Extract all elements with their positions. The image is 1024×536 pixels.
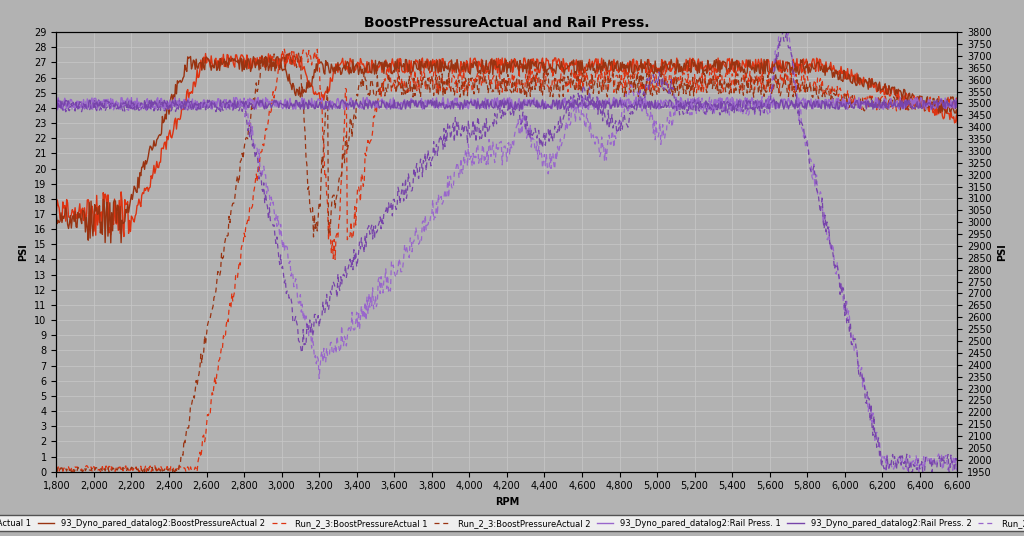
Line: Run_2_3:Rail Press. 2: Run_2_3:Rail Press. 2 [56, 32, 957, 472]
93_Dyno_pared_datalog2:BoostPressureActual 1 [157, 145, 169, 152]
Line: 93_Dyno_pared_datalog2:Rail Press. 2: 93_Dyno_pared_datalog2:Rail Press. 2 [56, 100, 957, 109]
93_Dyno_pared_datalog2:BoostPressureActual 1 [669, 61, 681, 68]
Run_2_3:Rail Press. 1 [667, 116, 679, 123]
Y-axis label: PSI: PSI [18, 243, 29, 261]
93_Dyno_pared_datalog2:Rail Press. 2 [537, 96, 549, 103]
93_Dyno_pared_datalog2:BoostPressureActual 2 [104, 240, 117, 246]
Run_2_3:BoostPressureActual 1 [190, 468, 203, 475]
Run_2_3:BoostPressureActual 1 [795, 83, 807, 89]
Run_2_3:BoostPressureActual 2 [669, 91, 681, 97]
Run_2_3:BoostPressureActual 1 [561, 80, 573, 86]
Run_2_3:BoostPressureActual 2 [281, 49, 293, 56]
93_Dyno_pared_datalog2:Rail Press. 1 [456, 101, 468, 108]
Run_2_3:Rail Press. 1 [912, 468, 925, 474]
93_Dyno_pared_datalog2:BoostPressureActual 2 [184, 53, 197, 59]
Run_2_3:Rail Press. 2 [50, 108, 62, 114]
Run_2_3:BoostPressureActual 2 [172, 468, 184, 475]
93_Dyno_pared_datalog2:BoostPressureActual 1 [456, 61, 468, 67]
X-axis label: RPM: RPM [495, 497, 519, 507]
Run_2_3:BoostPressureActual 1 [157, 466, 169, 473]
Run_2_3:BoostPressureActual 2 [111, 466, 123, 473]
93_Dyno_pared_datalog2:Rail Press. 2 [213, 106, 225, 113]
93_Dyno_pared_datalog2:Rail Press. 1 [111, 99, 123, 106]
Run_2_3:Rail Press. 1 [454, 171, 466, 177]
Run_2_3:BoostPressureActual 2 [50, 468, 62, 474]
Line: Run_2_3:BoostPressureActual 1: Run_2_3:BoostPressureActual 1 [56, 49, 957, 472]
93_Dyno_pared_datalog2:BoostPressureActual 1 [200, 50, 212, 57]
93_Dyno_pared_datalog2:BoostPressureActual 2 [157, 120, 169, 126]
Run_2_3:BoostPressureActual 2 [456, 78, 468, 85]
Line: 93_Dyno_pared_datalog2:BoostPressureActual 2: 93_Dyno_pared_datalog2:BoostPressureActu… [56, 56, 957, 243]
Run_2_3:BoostPressureActual 1 [111, 464, 123, 471]
Run_2_3:Rail Press. 1 [794, 105, 806, 111]
93_Dyno_pared_datalog2:Rail Press. 1 [338, 106, 350, 113]
93_Dyno_pared_datalog2:BoostPressureActual 1 [561, 61, 573, 67]
93_Dyno_pared_datalog2:Rail Press. 1 [157, 101, 169, 108]
Run_2_3:Rail Press. 2 [906, 469, 919, 475]
93_Dyno_pared_datalog2:Rail Press. 2 [50, 101, 62, 107]
93_Dyno_pared_datalog2:Rail Press. 2 [951, 99, 964, 106]
Run_2_3:BoostPressureActual 1 [951, 105, 964, 111]
93_Dyno_pared_datalog2:Rail Press. 1 [951, 96, 964, 103]
93_Dyno_pared_datalog2:Rail Press. 2 [111, 99, 123, 105]
Run_2_3:Rail Press. 2 [794, 122, 806, 129]
Run_2_3:Rail Press. 2 [559, 113, 571, 119]
Run_2_3:Rail Press. 1 [111, 98, 123, 105]
93_Dyno_pared_datalog2:Rail Press. 1 [50, 104, 62, 110]
93_Dyno_pared_datalog2:BoostPressureActual 2 [50, 212, 62, 219]
93_Dyno_pared_datalog2:Rail Press. 1 [669, 106, 681, 113]
Run_2_3:Rail Press. 1 [157, 103, 169, 109]
Run_2_3:Rail Press. 2 [157, 100, 169, 106]
Run_2_3:BoostPressureActual 2 [795, 88, 807, 94]
Run_2_3:Rail Press. 2 [951, 464, 964, 470]
Line: 93_Dyno_pared_datalog2:BoostPressureActual 1: 93_Dyno_pared_datalog2:BoostPressureActu… [56, 54, 957, 236]
Run_2_3:BoostPressureActual 1 [279, 46, 291, 53]
Legend: 93_Dyno_pared_datalog2:BoostPressureActual 1, 93_Dyno_pared_datalog2:BoostPressu: 93_Dyno_pared_datalog2:BoostPressureActu… [0, 516, 1024, 531]
93_Dyno_pared_datalog2:BoostPressureActual 2 [795, 57, 807, 63]
93_Dyno_pared_datalog2:BoostPressureActual 1 [795, 61, 807, 67]
93_Dyno_pared_datalog2:Rail Press. 2 [561, 100, 573, 106]
Y-axis label: PSI: PSI [997, 243, 1008, 261]
93_Dyno_pared_datalog2:BoostPressureActual 2 [951, 115, 964, 122]
93_Dyno_pared_datalog2:BoostPressureActual 1 [50, 210, 62, 217]
93_Dyno_pared_datalog2:Rail Press. 2 [669, 103, 681, 110]
Run_2_3:BoostPressureActual 2 [157, 468, 169, 474]
Line: Run_2_3:BoostPressureActual 2: Run_2_3:BoostPressureActual 2 [56, 53, 957, 472]
93_Dyno_pared_datalog2:Rail Press. 1 [561, 105, 573, 111]
93_Dyno_pared_datalog2:BoostPressureActual 1 [111, 221, 123, 227]
93_Dyno_pared_datalog2:Rail Press. 1 [437, 94, 450, 101]
93_Dyno_pared_datalog2:Rail Press. 2 [455, 100, 467, 106]
93_Dyno_pared_datalog2:BoostPressureActual 1 [118, 233, 130, 240]
Run_2_3:Rail Press. 2 [111, 106, 123, 112]
93_Dyno_pared_datalog2:BoostPressureActual 1 [951, 121, 964, 127]
Run_2_3:BoostPressureActual 1 [669, 68, 681, 75]
Run_2_3:BoostPressureActual 2 [951, 102, 964, 108]
Title: BoostPressureActual and Rail Press.: BoostPressureActual and Rail Press. [365, 16, 649, 29]
93_Dyno_pared_datalog2:BoostPressureActual 2 [669, 64, 681, 71]
93_Dyno_pared_datalog2:Rail Press. 2 [157, 99, 169, 106]
Run_2_3:Rail Press. 2 [667, 85, 679, 91]
Run_2_3:Rail Press. 2 [454, 129, 466, 135]
Run_2_3:BoostPressureActual 2 [561, 79, 573, 85]
Run_2_3:Rail Press. 1 [778, 13, 791, 20]
Run_2_3:Rail Press. 1 [50, 105, 62, 111]
Run_2_3:Rail Press. 1 [559, 128, 571, 135]
Run_2_3:BoostPressureActual 1 [456, 72, 468, 78]
Line: Run_2_3:Rail Press. 1: Run_2_3:Rail Press. 1 [56, 17, 957, 471]
93_Dyno_pared_datalog2:BoostPressureActual 2 [561, 65, 573, 72]
93_Dyno_pared_datalog2:Rail Press. 2 [795, 100, 807, 106]
Line: 93_Dyno_pared_datalog2:Rail Press. 1: 93_Dyno_pared_datalog2:Rail Press. 1 [56, 98, 957, 109]
93_Dyno_pared_datalog2:BoostPressureActual 2 [456, 63, 468, 70]
Run_2_3:BoostPressureActual 1 [50, 465, 62, 471]
Run_2_3:Rail Press. 1 [951, 462, 964, 468]
Run_2_3:Rail Press. 2 [777, 28, 790, 35]
93_Dyno_pared_datalog2:BoostPressureActual 2 [112, 202, 124, 209]
93_Dyno_pared_datalog2:Rail Press. 1 [795, 98, 807, 105]
